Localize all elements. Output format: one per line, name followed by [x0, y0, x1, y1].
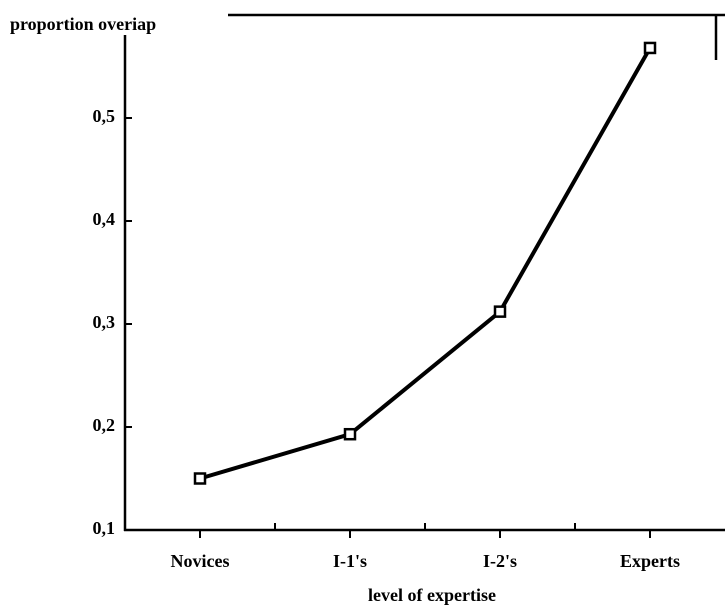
- x-tick-label: Experts: [620, 551, 680, 571]
- x-tick-label: I-2's: [483, 551, 517, 571]
- x-tick-label: Novices: [171, 551, 230, 571]
- marker: [493, 305, 507, 318]
- y-tick-label: 0,3: [93, 312, 116, 332]
- y-tick-label: 0,2: [93, 415, 116, 435]
- marker: [643, 41, 657, 55]
- marker: [343, 427, 357, 441]
- y-axis-label: proportion overiap: [10, 14, 156, 34]
- y-tick-label: 0,1: [93, 518, 116, 538]
- y-tick-label: 0,4: [93, 209, 116, 229]
- x-tick-label: I-1's: [333, 551, 367, 571]
- marker: [193, 472, 207, 485]
- line: [199, 46, 652, 481]
- y-tick-label: 0,5: [93, 106, 116, 126]
- x-axis-label: level of expertise: [368, 585, 496, 605]
